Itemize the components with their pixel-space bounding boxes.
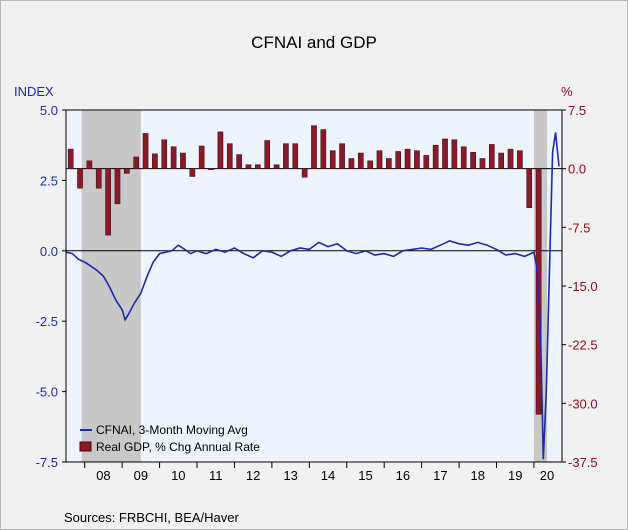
gdp-bar (470, 151, 476, 169)
chart-title: CFNAI and GDP (251, 33, 377, 52)
gdp-bar (348, 158, 355, 169)
gdp-bar (301, 168, 308, 178)
gdp-bar (498, 152, 504, 169)
gdp-bar (67, 148, 74, 169)
x-tick-label: 13 (283, 468, 297, 483)
gdp-bar (404, 148, 411, 169)
gdp-bar (133, 156, 140, 169)
gdp-bar (367, 160, 373, 169)
gdp-bar (386, 158, 392, 169)
gdp-bar (236, 154, 242, 169)
gdp-bar (105, 168, 111, 236)
x-tick-label: 10 (171, 468, 185, 483)
gdp-bar (264, 140, 271, 169)
gdp-bar (124, 168, 130, 174)
x-tick-label: 15 (358, 468, 372, 483)
x-tick-label: 17 (433, 468, 447, 483)
gdp-bar (329, 150, 336, 169)
x-tick-label: 09 (134, 468, 148, 483)
gdp-bar (95, 168, 102, 189)
left-tick-label: 2.5 (40, 173, 58, 188)
gdp-bar (339, 143, 345, 169)
gdp-bar (414, 150, 420, 169)
source-note: Sources: FRBCHI, BEA/Haver (64, 510, 239, 525)
gdp-bar (86, 160, 93, 169)
gdp-bar (507, 148, 514, 169)
gdp-bar (357, 152, 364, 169)
gdp-bar (292, 143, 299, 169)
x-tick-label: 19 (508, 468, 522, 483)
cfnai-line (65, 132, 560, 460)
left-axis: 5.0 2.5 0.0 -2.5 -5.0 -7.5 (36, 103, 66, 470)
x-tick-label: 14 (321, 468, 335, 483)
right-tick-label: -15.0 (568, 279, 598, 294)
gdp-bar (283, 143, 289, 169)
left-tick-label: -7.5 (36, 455, 58, 470)
gdp-bar (442, 138, 448, 169)
x-axis: 08 09 10 11 12 13 14 15 16 17 18 19 20 (84, 462, 554, 483)
gdp-bar (77, 168, 83, 189)
gdp-bar (432, 144, 439, 169)
left-axis-unit: INDEX (14, 84, 54, 99)
gdp-bar (245, 164, 252, 169)
legend: CFNAI, 3-Month Moving Avg Real GDP, % Ch… (79, 423, 260, 454)
right-tick-label: -30.0 (568, 396, 598, 411)
gdp-bar (395, 151, 402, 169)
x-tick-label: 12 (246, 468, 260, 483)
gdp-bar (170, 146, 177, 169)
legend-line-label: CFNAI, 3-Month Moving Avg (96, 423, 248, 437)
left-tick-label: 0.0 (40, 244, 58, 259)
gdp-bar (198, 145, 205, 169)
right-axis: 7.5 0.0 -7.5 -15.0 -22.5 -30.0 -37.5 (562, 103, 598, 470)
right-axis-unit: % (561, 84, 573, 99)
x-tick-label: 20 (540, 468, 554, 483)
x-tick-label: 11 (209, 468, 223, 483)
gdp-bar (114, 168, 121, 205)
gdp-bar (161, 139, 168, 169)
legend-bar-label: Real GDP, % Chg Annual Rate (96, 440, 260, 454)
gdp-bar (517, 150, 523, 169)
x-tick-label: 18 (471, 468, 485, 483)
right-tick-label: 7.5 (568, 103, 586, 118)
gdp-bar (189, 168, 196, 177)
gdp-bar (142, 133, 149, 169)
cfnai-line-layer (65, 132, 560, 460)
gdp-bar (255, 164, 261, 169)
gdp-bar (208, 168, 214, 170)
gdp-bar (320, 129, 327, 169)
gdp-bar (152, 153, 158, 169)
right-tick-label: 0.0 (568, 162, 586, 177)
gdp-bar (217, 131, 224, 169)
gdp-bar (488, 144, 495, 169)
gdp-bar (423, 155, 430, 169)
gdp-bar (273, 164, 280, 169)
legend-bar-swatch (79, 441, 92, 452)
gdp-bar (376, 150, 383, 169)
x-tick-label: 16 (396, 468, 410, 483)
left-tick-label: 5.0 (40, 103, 58, 118)
gdp-bar (451, 139, 458, 169)
right-tick-label: -37.5 (568, 455, 598, 470)
right-tick-label: -7.5 (568, 220, 590, 235)
left-tick-label: -5.0 (36, 385, 58, 400)
gdp-bar (526, 168, 533, 209)
left-tick-label: -2.5 (36, 314, 58, 329)
gdp-bar (479, 158, 486, 169)
gdp-bar (226, 143, 233, 169)
x-tick-label: 08 (96, 468, 110, 483)
gdp-bar (180, 152, 186, 169)
gdp-bar (460, 146, 467, 169)
gdp-bar (311, 125, 317, 169)
right-tick-label: -22.5 (568, 338, 598, 353)
